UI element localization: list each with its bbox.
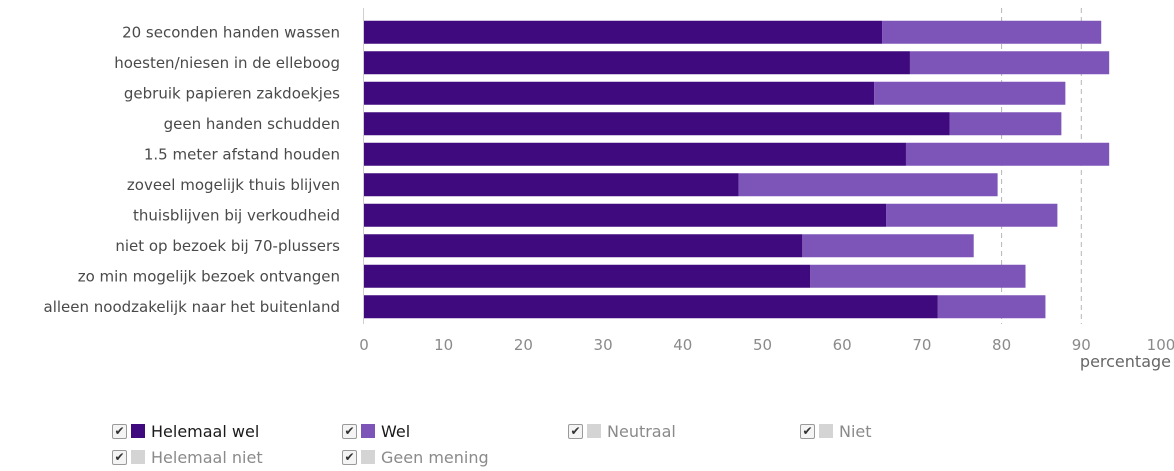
legend-label: Neutraal bbox=[607, 421, 676, 441]
bar-segment bbox=[364, 142, 906, 166]
bar-segment bbox=[810, 264, 1026, 288]
checkbox-icon[interactable]: ✔ bbox=[342, 449, 357, 465]
bar-segment bbox=[802, 234, 974, 258]
category-label: niet op bezoek bij 70-plussers bbox=[115, 237, 340, 255]
legend-swatch bbox=[361, 450, 375, 464]
legend-swatch bbox=[361, 424, 375, 438]
x-tick-label: 50 bbox=[753, 336, 772, 354]
x-tick-label: 100 bbox=[1147, 336, 1174, 354]
category-label: zoveel mogelijk thuis blijven bbox=[127, 176, 340, 194]
legend-item-wel[interactable]: ✔ Wel bbox=[342, 420, 410, 442]
x-tick-label: 40 bbox=[673, 336, 692, 354]
bar-segment bbox=[364, 112, 950, 136]
x-tick-label: 80 bbox=[992, 336, 1011, 354]
legend-item-geen-mening[interactable]: ✔ Geen mening bbox=[342, 446, 489, 468]
legend-label: Helemaal niet bbox=[151, 447, 263, 467]
legend-item-helemaal-wel[interactable]: ✔ Helemaal wel bbox=[112, 420, 259, 442]
legend-swatch bbox=[587, 424, 601, 438]
bar-segment bbox=[364, 20, 883, 44]
bar-segment bbox=[937, 295, 1046, 319]
x-tick-label: 60 bbox=[833, 336, 852, 354]
x-tick-label: 0 bbox=[359, 336, 369, 354]
category-label: zo min mogelijk bezoek ontvangen bbox=[78, 267, 340, 285]
category-label: hoesten/niesen in de elleboog bbox=[114, 54, 340, 72]
legend-label: Helemaal wel bbox=[151, 421, 260, 441]
bar-segment bbox=[364, 295, 938, 319]
bar-segment bbox=[738, 173, 998, 197]
legend-swatch bbox=[131, 424, 145, 438]
bar-segment bbox=[364, 234, 803, 258]
bar-segment bbox=[909, 51, 1110, 75]
category-label: 20 seconden handen wassen bbox=[122, 23, 340, 41]
legend: ✔ Helemaal wel ✔ Wel ✔ Neutraal ✔ Niet ✔… bbox=[112, 420, 1012, 470]
bar-segment bbox=[874, 81, 1066, 105]
checkbox-icon[interactable]: ✔ bbox=[800, 423, 815, 439]
category-label: geen handen schudden bbox=[164, 115, 340, 133]
legend-swatch bbox=[131, 450, 145, 464]
legend-label: Geen mening bbox=[381, 447, 489, 467]
x-tick-label: 70 bbox=[912, 336, 931, 354]
category-label: 1.5 meter afstand houden bbox=[144, 145, 340, 163]
bar-segment bbox=[882, 20, 1102, 44]
legend-swatch bbox=[819, 424, 833, 438]
legend-item-niet[interactable]: ✔ Niet bbox=[800, 420, 872, 442]
checkbox-icon[interactable]: ✔ bbox=[112, 449, 127, 465]
legend-label: Niet bbox=[839, 421, 872, 441]
legend-item-neutraal[interactable]: ✔ Neutraal bbox=[568, 420, 676, 442]
bar-segment bbox=[886, 203, 1058, 227]
stacked-bar-chart: 20 seconden handen wassen hoesten/niesen … bbox=[44, 8, 1174, 371]
bar-segment bbox=[364, 264, 811, 288]
category-label: alleen noodzakelijk naar het buitenland bbox=[44, 298, 340, 316]
x-tick-label: 30 bbox=[594, 336, 613, 354]
bar-segment bbox=[364, 51, 910, 75]
checkbox-icon[interactable]: ✔ bbox=[568, 423, 583, 439]
legend-label: Wel bbox=[381, 421, 411, 441]
bar-segment bbox=[905, 142, 1110, 166]
bar-segment bbox=[364, 81, 875, 105]
x-axis-title: percentage bbox=[1080, 352, 1171, 371]
legend-item-helemaal-niet[interactable]: ✔ Helemaal niet bbox=[112, 446, 263, 468]
bar-segment bbox=[949, 112, 1062, 136]
category-label: thuisblijven bij verkoudheid bbox=[133, 206, 340, 224]
category-label: gebruik papieren zakdoekjes bbox=[124, 84, 340, 102]
x-tick-label: 20 bbox=[514, 336, 533, 354]
bar-segment bbox=[364, 203, 887, 227]
bar-segment bbox=[364, 173, 739, 197]
x-tick-label: 10 bbox=[434, 336, 453, 354]
checkbox-icon[interactable]: ✔ bbox=[112, 423, 127, 439]
checkbox-icon[interactable]: ✔ bbox=[342, 423, 357, 439]
x-tick-label: 90 bbox=[1072, 336, 1091, 354]
